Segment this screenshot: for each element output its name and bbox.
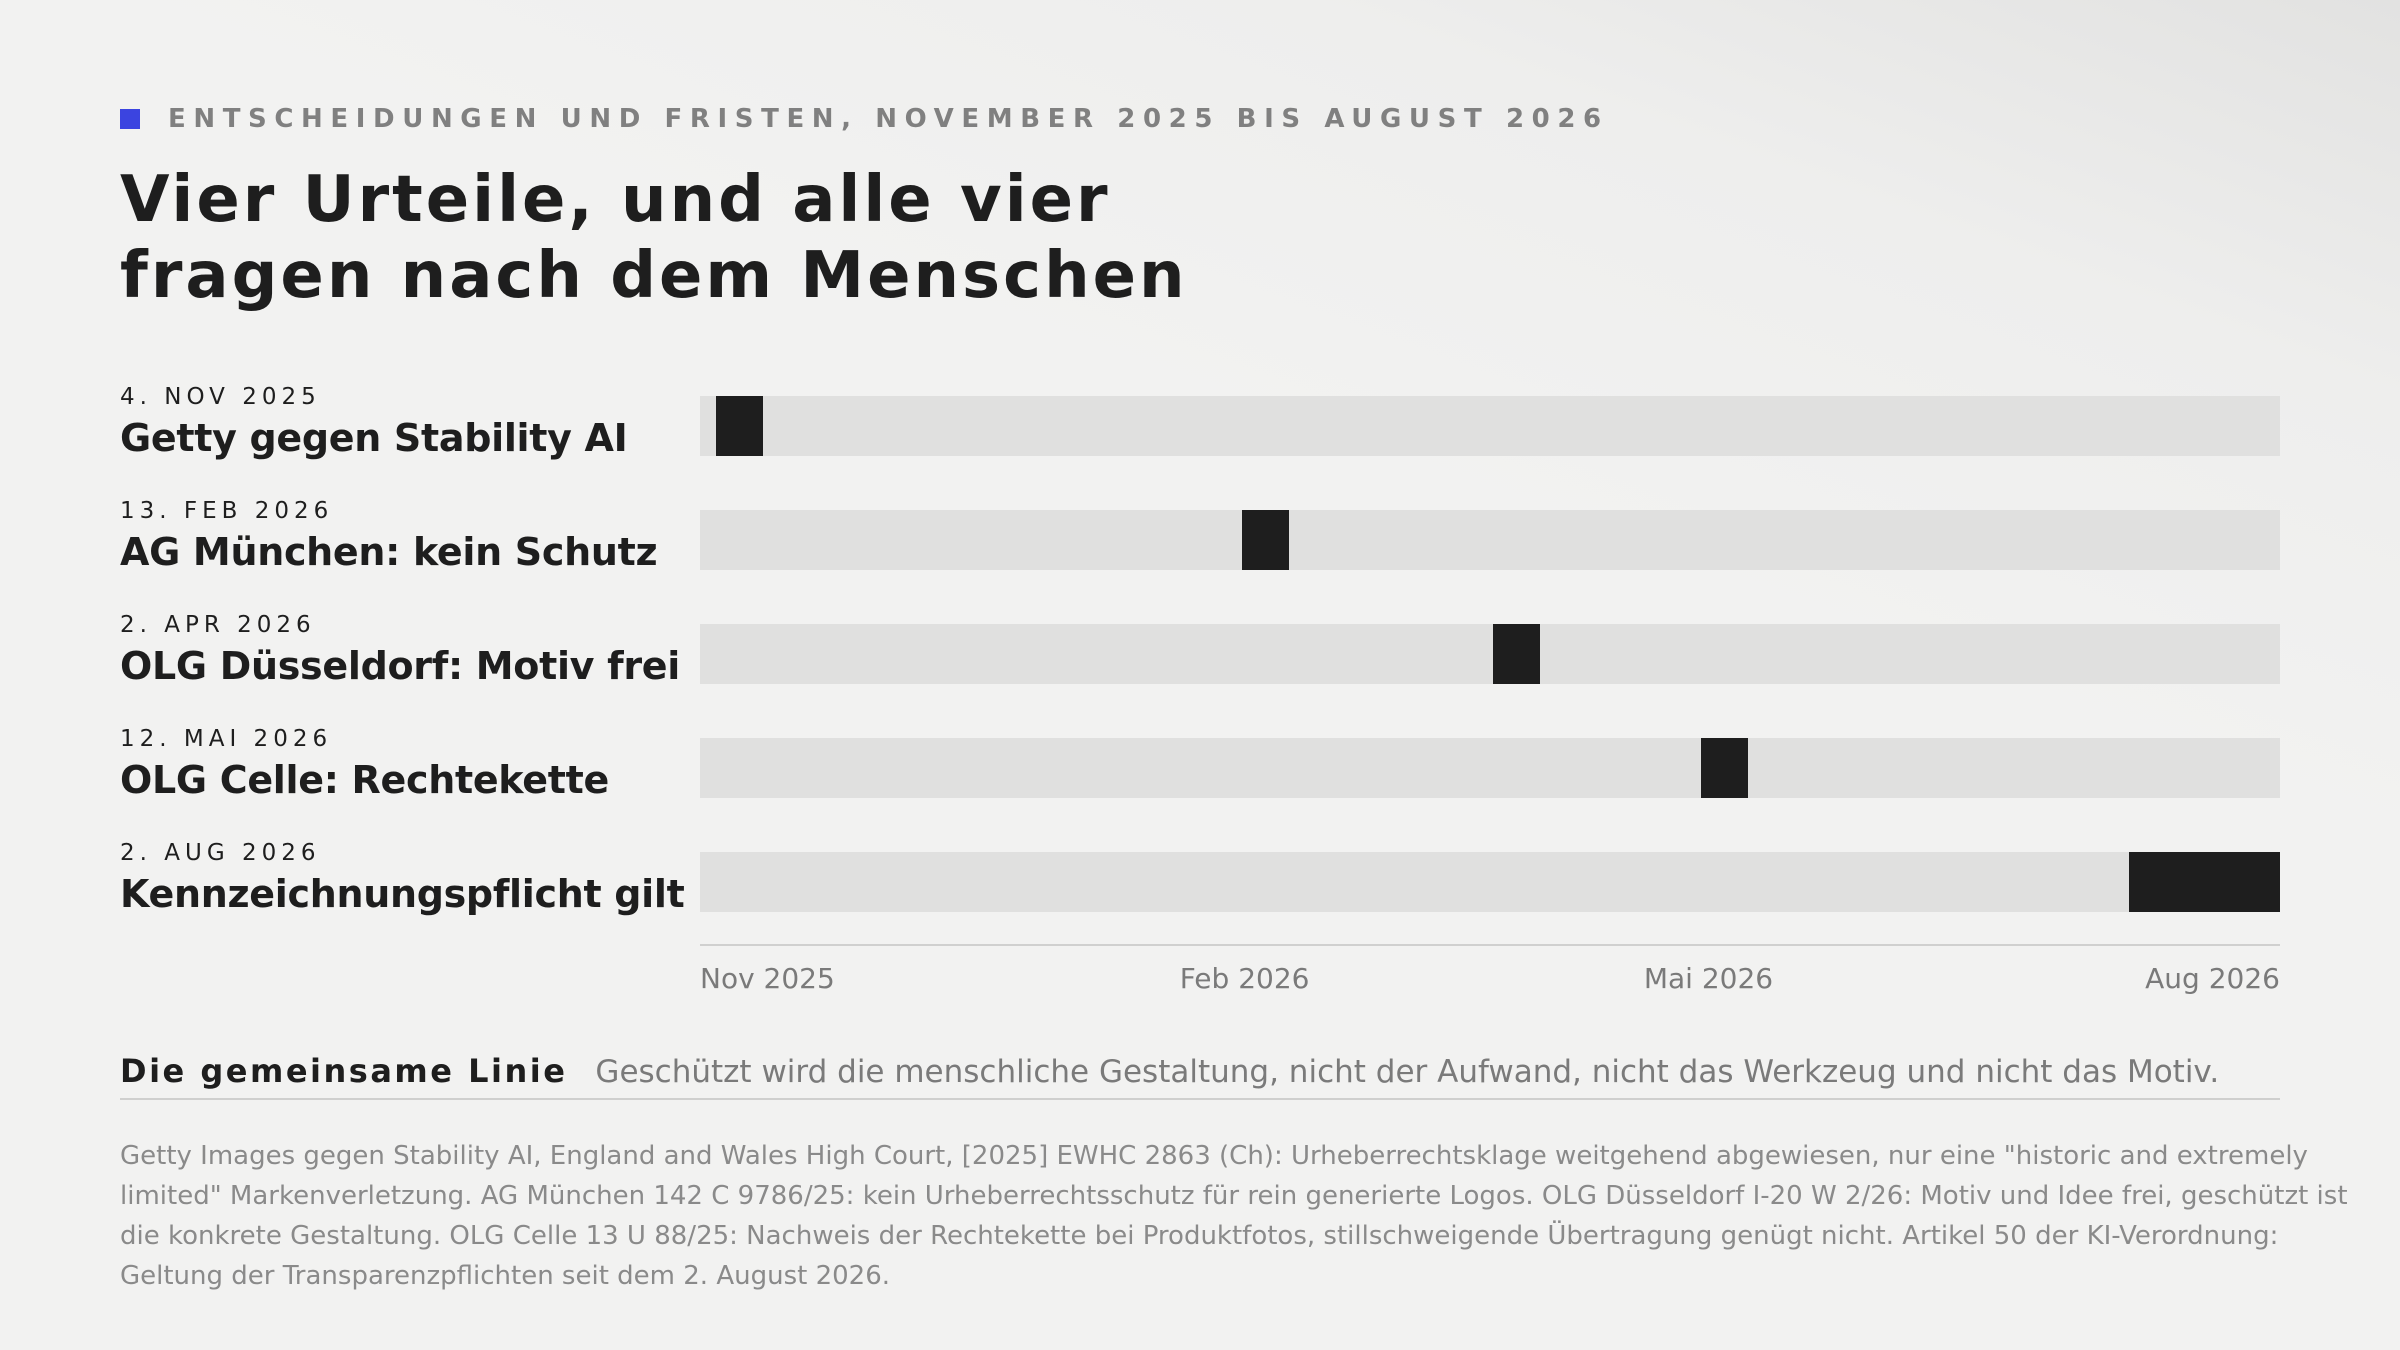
x-axis-line: [700, 944, 2280, 946]
event-name: AG München: kein Schutz: [120, 530, 658, 574]
event-track: [700, 624, 2280, 684]
event-label: 2. APR 2026 OLG Düsseldorf: Motiv frei: [120, 612, 680, 688]
title-line-1: Vier Urteile, und alle vier: [120, 163, 1111, 237]
event-marker: [1701, 738, 1749, 798]
event-track: [700, 738, 2280, 798]
event-track: [700, 510, 2280, 570]
eyebrow-text: ENTSCHEIDUNGEN UND FRISTEN, NOVEMBER 202…: [168, 104, 1609, 134]
eyebrow: ENTSCHEIDUNGEN UND FRISTEN, NOVEMBER 202…: [120, 104, 1609, 134]
source-line: Getty Images gegen Stability AI, England…: [120, 1141, 2308, 1171]
source-line: die konkrete Gestaltung. OLG Celle 13 U …: [120, 1221, 2279, 1251]
summary-label: Die gemeinsame Linie: [120, 1052, 568, 1090]
event-marker: [1242, 510, 1290, 570]
event-date: 12. MAI 2026: [120, 726, 333, 752]
page-title: Vier Urteile, und alle vier fragen nach …: [120, 162, 1420, 314]
event-date: 4. NOV 2025: [120, 384, 321, 410]
source-note: Getty Images gegen Stability AI, England…: [120, 1136, 2348, 1296]
event-track: [700, 396, 2280, 456]
event-date: 2. APR 2026: [120, 612, 316, 638]
event-label: 12. MAI 2026 OLG Celle: Rechtekette: [120, 726, 609, 802]
summary-line: Die gemeinsame Linie Geschützt wird die …: [120, 1052, 2280, 1090]
event-marker: [1492, 624, 1540, 684]
source-line: limited" Markenverletzung. AG München 14…: [120, 1181, 2348, 1211]
event-name: OLG Celle: Rechtekette: [120, 758, 609, 802]
event-label: 2. AUG 2026 Kennzeichnungspflicht gilt: [120, 840, 685, 916]
event-name: OLG Düsseldorf: Motiv frei: [120, 644, 680, 688]
event-date: 13. FEB 2026: [120, 498, 334, 524]
event-track: [700, 852, 2280, 912]
x-tick-label: Feb 2026: [1179, 962, 1310, 995]
title-line-2: fragen nach dem Menschen: [120, 239, 1188, 313]
x-tick-label: Aug 2026: [2145, 962, 2280, 995]
source-line: Geltung der Transparenzpflichten seit de…: [120, 1261, 891, 1291]
event-date: 2. AUG 2026: [120, 840, 321, 866]
summary-text: Geschützt wird die menschliche Gestaltun…: [595, 1054, 2220, 1090]
x-tick-label: Nov 2025: [700, 962, 835, 995]
event-label: 4. NOV 2025 Getty gegen Stability AI: [120, 384, 628, 460]
event-marker: [715, 396, 763, 456]
x-tick-label: Mai 2026: [1643, 962, 1774, 995]
event-label: 13. FEB 2026 AG München: kein Schutz: [120, 498, 658, 574]
event-marker: [2128, 852, 2280, 912]
event-name: Kennzeichnungspflicht gilt: [120, 872, 685, 916]
summary-divider: [120, 1098, 2280, 1100]
event-name: Getty gegen Stability AI: [120, 416, 628, 460]
accent-square-icon: [120, 109, 140, 129]
